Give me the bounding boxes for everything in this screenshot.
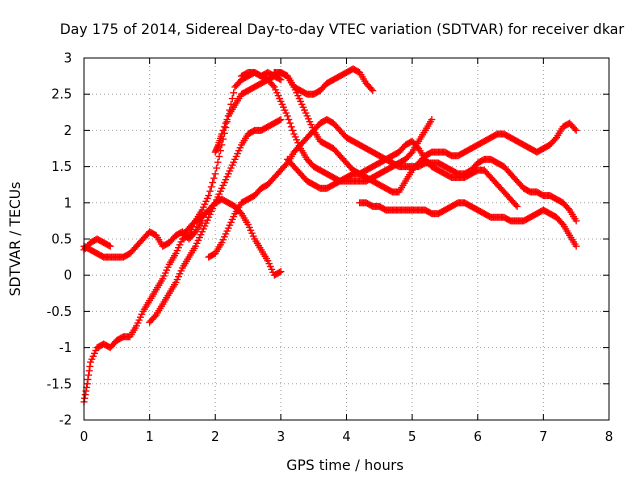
data-point: [286, 119, 294, 127]
data-point: [213, 164, 221, 172]
chart-title: Day 175 of 2014, Sidereal Day-to-day VTE…: [60, 22, 625, 38]
x-axis-label: GPS time / hours: [286, 458, 403, 474]
x-tick-label: 7: [539, 430, 547, 445]
y-tick-label: -0.5: [47, 305, 72, 320]
data-point: [551, 135, 559, 143]
series-arc-11: [356, 199, 580, 250]
data-point: [214, 142, 222, 150]
y-tick-label: 0: [64, 269, 72, 284]
plot-frame: [83, 57, 610, 421]
x-tick-label: 8: [605, 430, 613, 445]
data-point: [407, 150, 415, 158]
data-point: [219, 126, 227, 134]
data-point: [86, 362, 94, 370]
y-tick-label: -1.5: [47, 377, 72, 392]
data-point: [236, 208, 244, 216]
data-point: [105, 242, 113, 250]
x-tick-label: 1: [145, 430, 153, 445]
data-point: [571, 125, 579, 133]
series-arc-8: [178, 195, 285, 279]
data-point: [367, 85, 375, 93]
y-tick-label: 2.5: [51, 88, 72, 103]
x-tick-label: 2: [211, 430, 219, 445]
data-point: [184, 232, 192, 240]
data-point: [558, 219, 566, 227]
data-point: [513, 202, 521, 210]
data-points: [80, 65, 580, 406]
data-point: [206, 187, 214, 195]
data-point: [287, 123, 295, 131]
data-point: [218, 130, 226, 138]
data-point: [572, 217, 580, 225]
data-point: [277, 76, 285, 84]
data-point: [210, 174, 218, 182]
y-tick-label: -1: [59, 341, 72, 356]
data-point: [228, 95, 236, 103]
series-arc-4: [146, 116, 285, 326]
data-point: [277, 116, 285, 124]
data-point: [190, 229, 198, 237]
data-point: [413, 143, 421, 151]
data-point: [84, 375, 92, 383]
x-tick-label: 5: [408, 430, 416, 445]
y-tick-label: 2: [64, 124, 72, 139]
data-point: [283, 112, 291, 120]
data-point: [289, 126, 297, 134]
data-point: [276, 116, 284, 124]
grid-lines: [84, 58, 609, 420]
series-arc-2: [80, 235, 114, 254]
data-point: [277, 268, 285, 276]
data-point: [85, 371, 93, 379]
data-point: [285, 116, 293, 124]
data-point: [81, 391, 89, 399]
data-point: [209, 179, 217, 187]
data-point: [428, 116, 436, 124]
data-point: [211, 170, 219, 178]
y-tick-label: 1.5: [51, 160, 72, 175]
data-point: [269, 82, 277, 90]
series-arc-9: [270, 68, 580, 196]
data-point: [282, 160, 290, 168]
x-tick-label: 0: [80, 430, 88, 445]
data-point: [222, 119, 230, 127]
data-point: [83, 380, 91, 388]
axis-ticks: 0 1 2 3 4 5 6 7 8 -2 -1.5 -1 -0.5 0 0.5 1 1.5 2 2.5 3: [47, 52, 614, 446]
x-tick-label: 4: [342, 430, 350, 445]
data-point: [220, 123, 228, 131]
data-point: [151, 312, 159, 320]
x-tick-label: 6: [474, 430, 482, 445]
data-point: [85, 367, 93, 375]
x-tick-label: 3: [277, 430, 285, 445]
data-point: [214, 158, 222, 166]
data-point: [81, 394, 89, 402]
data-point: [512, 201, 520, 209]
y-tick-label: 0.5: [51, 233, 72, 248]
data-point: [106, 242, 114, 250]
data-point: [369, 87, 377, 95]
data-point: [205, 192, 213, 200]
data-point: [572, 242, 580, 250]
y-tick-label: 1: [64, 196, 72, 211]
series-arc-10: [283, 137, 521, 210]
y-axis-label: SDTVAR / TECUs: [8, 182, 24, 297]
data-point: [276, 268, 284, 276]
data-point: [207, 183, 215, 191]
data-point: [215, 152, 223, 160]
y-tick-label: 3: [64, 52, 72, 67]
data-point: [572, 126, 580, 134]
data-point: [223, 116, 231, 124]
data-point: [230, 89, 238, 97]
data-point: [564, 205, 572, 213]
y-tick-label: -2: [59, 414, 72, 429]
